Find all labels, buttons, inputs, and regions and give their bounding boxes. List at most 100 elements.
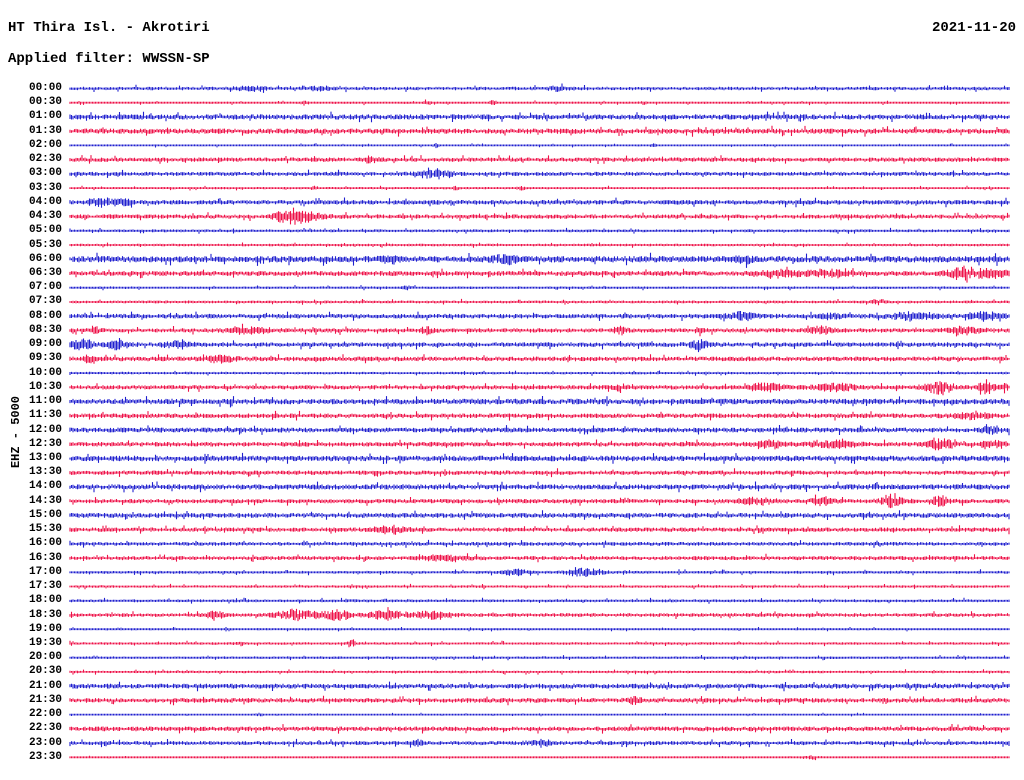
seismic-trace-0530 [69,242,1010,248]
trace-row-time-label: 20:00 [28,651,62,664]
trace-row-time-label: 05:30 [28,238,62,251]
trace-row-time-label: 09:30 [28,352,62,365]
seismic-trace-2230 [69,724,1010,734]
seismic-trace-1930 [69,639,1010,648]
seismic-trace-2030 [69,669,1010,675]
trace-row-time-label: 05:00 [28,224,62,237]
trace-row-time-label: 09:00 [28,338,62,351]
trace-row-time-label: 22:00 [28,708,62,721]
trace-row-time-label: 07:30 [28,295,62,308]
seismic-trace-0900 [69,338,1010,353]
seismic-trace-1600 [69,539,1010,548]
seismic-trace-1130 [69,410,1010,421]
seismic-trace-0330 [69,185,1010,191]
trace-row-time-label: 00:30 [28,96,62,109]
seismic-trace-0730 [69,298,1010,306]
seismic-trace-0100 [69,111,1010,123]
seismic-trace-2100 [69,681,1010,692]
seismic-trace-1330 [69,468,1010,478]
seismic-trace-1900 [69,627,1010,632]
seismic-trace-0600 [69,252,1010,268]
trace-time-labels: 00:00 00:30 01:00 01:30 02:00 02:30 03:00 03:30… [0,0,64,780]
trace-row-time-label: 06:30 [28,266,62,279]
seismic-trace-2300 [69,738,1010,748]
trace-row-time-label: 12:00 [28,423,62,436]
seismic-trace-0200 [69,143,1010,149]
seismic-trace-0000 [69,83,1010,93]
trace-row-time-label: 14:30 [28,494,62,507]
trace-row-time-label: 18:00 [28,594,62,607]
trace-row-time-label: 08:00 [28,309,62,322]
trace-row-time-label: 10:00 [28,366,62,379]
trace-row-time-label: 00:00 [28,82,62,94]
trace-row-time-label: 18:30 [28,608,62,621]
seismic-trace-2330 [69,755,1010,761]
seismic-trace-0700 [69,285,1010,291]
seismic-trace-1830 [69,607,1010,622]
seismic-trace-2200 [69,712,1010,717]
trace-row-time-label: 17:30 [28,580,62,593]
trace-row-time-label: 21:00 [28,679,62,692]
trace-row-time-label: 21:30 [28,693,62,706]
trace-row-time-label: 14:00 [28,480,62,493]
trace-row-time-label: 01:30 [28,124,62,137]
seismic-trace-1530 [69,524,1010,535]
seismic-trace-0030 [69,99,1010,106]
trace-row-time-label: 13:00 [28,451,62,464]
seismic-trace-2130 [69,695,1010,706]
seismic-trace-1730 [69,583,1010,590]
trace-row-time-label: 04:30 [28,210,62,223]
seismic-trace-1800 [69,597,1010,604]
seismic-trace-0930 [69,354,1010,364]
trace-row-time-label: 19:30 [28,636,62,649]
trace-row-time-label: 20:30 [28,665,62,678]
trace-row-time-label: 23:00 [28,736,62,749]
trace-row-time-label: 12:30 [28,437,62,450]
seismic-trace-1230 [69,437,1010,451]
seismic-trace-1400 [69,481,1010,493]
trace-row-time-label: 04:00 [28,195,62,208]
trace-row-time-label: 02:00 [28,138,62,151]
trace-row-time-label: 07:00 [28,281,62,294]
seismic-trace-1700 [69,567,1010,577]
trace-row-time-label: 23:30 [28,750,62,763]
trace-row-time-label: 22:30 [28,722,62,735]
trace-row-time-label: 01:00 [28,110,62,123]
date-label: 2021-11-20 [931,20,1016,36]
trace-row-time-label: 08:30 [28,323,62,336]
trace-row-time-label: 06:00 [28,252,62,265]
seismic-trace-0500 [69,227,1010,234]
seismic-trace-0630 [69,265,1010,283]
seismic-trace-1630 [69,553,1010,563]
trace-row-time-label: 17:00 [28,565,62,578]
seismic-trace-1030 [69,379,1010,396]
trace-row-time-label: 15:00 [28,508,62,521]
seismic-trace-0430 [69,207,1010,225]
filter-label: Applied filter: WWSSN-SP [8,51,210,67]
seismic-trace-1300 [69,452,1010,464]
seismic-trace-0830 [69,323,1010,337]
seismic-trace-1500 [69,510,1010,521]
trace-row-time-label: 11:30 [28,409,62,422]
trace-row-time-label: 16:30 [28,551,62,564]
seismic-trace-1200 [69,424,1010,436]
trace-row-time-label: 15:30 [28,523,62,536]
seismic-trace-0230 [69,155,1010,164]
trace-row-time-label: 03:00 [28,167,62,180]
trace-row-time-label: 19:00 [28,622,62,635]
seismic-trace-2000 [69,655,1010,661]
seismic-trace-0130 [69,125,1010,137]
trace-row-time-label: 16:00 [28,537,62,550]
trace-row-time-label: 13:30 [28,466,62,479]
seismic-trace-1430 [69,493,1010,509]
station-title: HT Thira Isl. - Akrotiri [8,20,210,36]
trace-row-time-label: 10:30 [28,380,62,393]
seismic-trace-0800 [69,311,1010,322]
seismic-trace-1000 [69,370,1010,376]
seismic-trace-0400 [69,197,1010,208]
trace-row-time-label: 03:30 [28,181,62,194]
trace-row-time-label: 02:30 [28,153,62,166]
trace-row-time-label: 11:00 [28,395,62,408]
